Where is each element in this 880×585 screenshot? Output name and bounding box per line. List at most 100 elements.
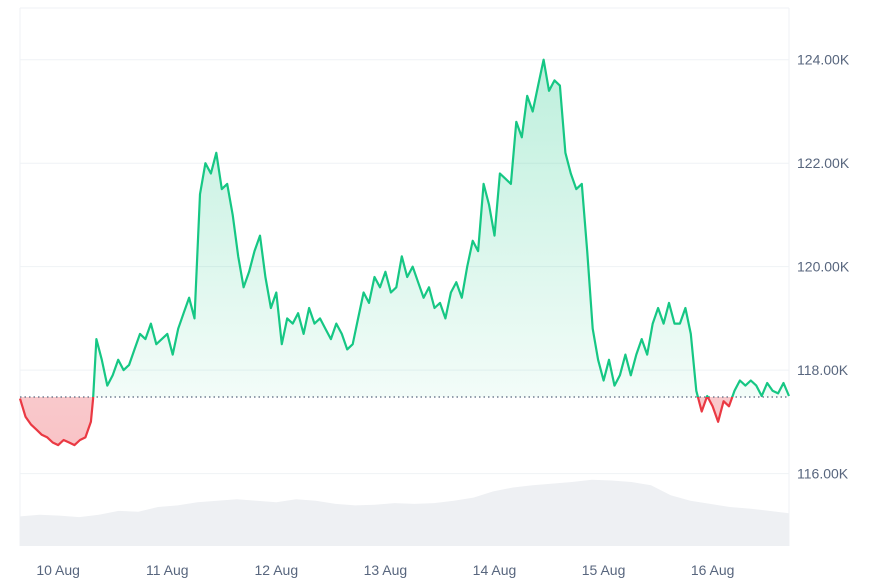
price-point (418, 282, 419, 283)
price-point (516, 121, 517, 122)
y-tick-label: 120.00K (797, 259, 850, 275)
x-tick-label: 11 Aug (146, 562, 189, 578)
price-point (232, 214, 233, 215)
price-point (625, 354, 626, 355)
x-axis-labels: 10 Aug 11 Aug 12 Aug 13 Aug 14 Aug 15 Aug 16 A… (36, 562, 734, 578)
price-point (309, 307, 310, 308)
price-point (603, 380, 604, 381)
price-point (58, 445, 59, 446)
price-point (745, 385, 746, 386)
price-point (543, 59, 544, 60)
price-point (674, 323, 675, 324)
price-point (178, 328, 179, 329)
price-point (428, 287, 429, 288)
price-point (772, 390, 773, 391)
price-point (172, 354, 173, 355)
price-fill (20, 59, 789, 446)
price-point (761, 395, 762, 396)
price-point (641, 339, 642, 340)
volume-profile-area (20, 479, 789, 546)
price-point (341, 333, 342, 334)
price-point (36, 429, 37, 430)
x-tick-label: 12 Aug (255, 562, 299, 578)
price-point (548, 90, 549, 91)
price-point (472, 240, 473, 241)
price-point (118, 359, 119, 360)
price-point (614, 385, 615, 386)
price-point (478, 251, 479, 252)
price-point (145, 339, 146, 340)
price-point (788, 395, 789, 396)
price-point (281, 344, 282, 345)
price-point (336, 323, 337, 324)
price-point (783, 382, 784, 383)
price-point (227, 183, 228, 184)
price-line (18, 58, 791, 447)
price-point (554, 80, 555, 81)
x-tick-label: 14 Aug (473, 562, 517, 578)
price-point (521, 137, 522, 138)
price-point (494, 235, 495, 236)
price-point (570, 173, 571, 174)
x-tick-label: 15 Aug (582, 562, 626, 578)
price-point (101, 359, 102, 360)
price-point (325, 328, 326, 329)
price-point (259, 235, 260, 236)
price-point (41, 434, 42, 435)
price-point (189, 297, 190, 298)
price-point (352, 344, 353, 345)
price-point (238, 256, 239, 257)
price-point (483, 183, 484, 184)
price-point (93, 398, 94, 399)
price-point (559, 85, 560, 86)
price-point (358, 318, 359, 319)
price-point (139, 333, 140, 334)
price-point (216, 152, 217, 153)
price-point (265, 276, 266, 277)
x-tick-label: 10 Aug (36, 562, 80, 578)
price-point (123, 370, 124, 371)
price-point (778, 393, 779, 394)
price-point (368, 302, 369, 303)
price-point (510, 183, 511, 184)
price-point (461, 297, 462, 298)
price-point (254, 251, 255, 252)
price-point (243, 287, 244, 288)
price-point (532, 111, 533, 112)
price-point (647, 354, 648, 355)
price-point (696, 390, 697, 391)
price-point (30, 424, 31, 425)
price-point (107, 385, 108, 386)
plot-frame (19, 7, 790, 546)
price-point (96, 339, 97, 340)
price-point (701, 411, 702, 412)
price-point (576, 189, 577, 190)
price-point (292, 323, 293, 324)
price-point (663, 323, 664, 324)
volume-area (20, 479, 789, 546)
price-point (69, 442, 70, 443)
price-point (723, 401, 724, 402)
price-point (74, 445, 75, 446)
price-point (52, 442, 53, 443)
price-point (608, 359, 609, 360)
price-point (750, 380, 751, 381)
price-point (319, 318, 320, 319)
price-point (298, 313, 299, 314)
price-point (276, 292, 277, 293)
price-point (385, 271, 386, 272)
price-point (194, 318, 195, 319)
y-tick-label: 124.00K (797, 52, 850, 68)
price-point (423, 297, 424, 298)
price-point (25, 416, 26, 417)
price-point (467, 266, 468, 267)
price-point (739, 380, 740, 381)
price-point (767, 382, 768, 383)
price-point (19, 398, 20, 399)
price-point (685, 307, 686, 308)
price-point (314, 323, 315, 324)
price-fill-above (20, 59, 789, 398)
price-point (210, 173, 211, 174)
